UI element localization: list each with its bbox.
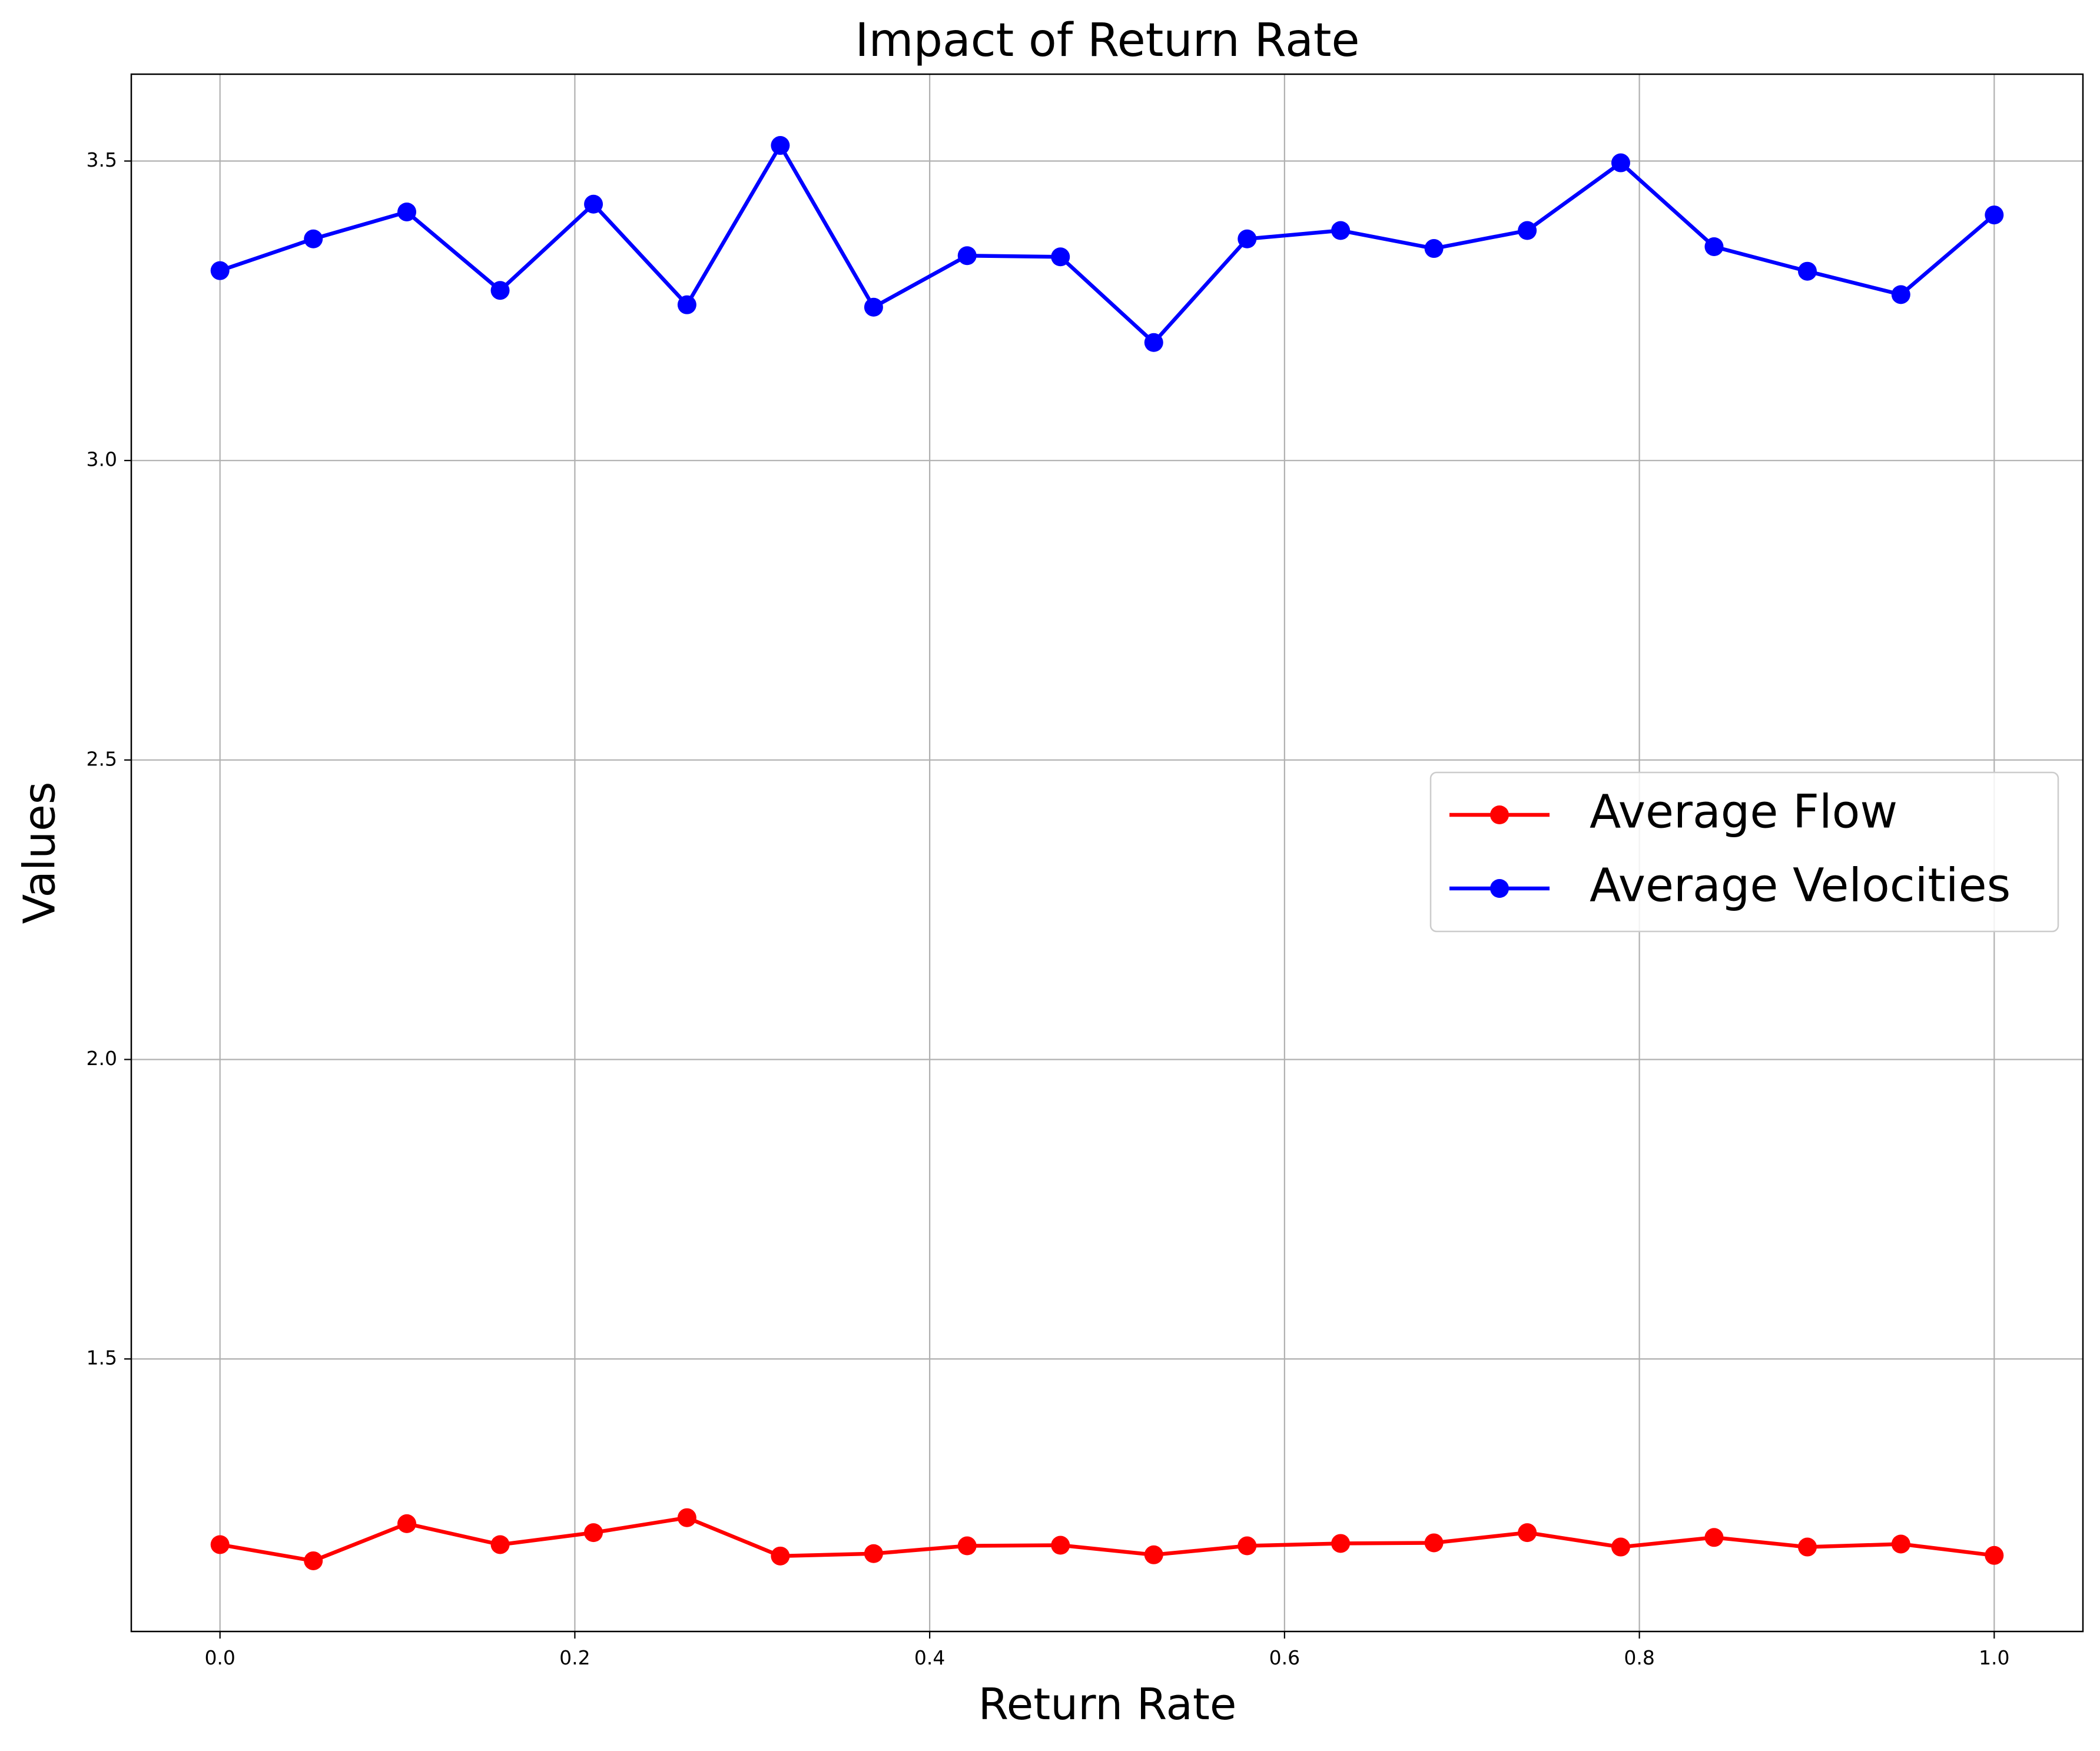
gridlines	[131, 74, 2083, 1631]
average-flow-point	[1144, 1545, 1163, 1564]
average-flow-point	[1891, 1534, 1910, 1554]
average-flow-point	[490, 1535, 510, 1554]
plot-frame	[130, 73, 2084, 1633]
average-flow-point	[1704, 1528, 1724, 1547]
average-flow-point	[1611, 1537, 1630, 1557]
average-velocities-point	[397, 202, 417, 221]
chart-title: Impact of Return Rate	[855, 14, 1359, 67]
legend-marker	[1490, 805, 1509, 824]
y-tick-label: 3.0	[87, 448, 117, 471]
average-velocities-point	[1797, 261, 1817, 281]
average-flow-point	[1518, 1523, 1537, 1543]
average-velocities-point	[1051, 247, 1070, 267]
average-flow-point	[957, 1536, 977, 1556]
average-velocities-point	[677, 295, 696, 314]
average-flow-point	[1797, 1537, 1817, 1557]
legend: Average Flow Average Velocities	[1429, 771, 2059, 933]
average-velocities-point	[490, 281, 510, 300]
average-flow-point	[677, 1508, 696, 1527]
average-flow-point	[210, 1535, 230, 1554]
average-flow-point	[1331, 1534, 1351, 1553]
legend-entry-average-flow: Average Flow	[1449, 785, 1897, 838]
y-tick-label: 3.5	[87, 148, 117, 171]
x-tick-label: 0.0	[204, 1646, 235, 1669]
average-velocities-point	[1704, 237, 1724, 256]
y-tick-label: 2.0	[87, 1047, 117, 1070]
x-axis-label: Return Rate	[978, 1679, 1237, 1730]
legend-marker	[1490, 879, 1509, 898]
average-flow-point	[304, 1551, 323, 1570]
legend-box	[1429, 771, 2059, 933]
average-velocities-point	[1518, 221, 1537, 240]
average-velocities-point	[210, 261, 230, 280]
average-velocities-point	[1238, 229, 1257, 248]
legend-entry-average-velocities: Average Velocities	[1449, 859, 2011, 912]
x-tick-label: 0.8	[1624, 1646, 1654, 1669]
x-tick-label: 0.4	[914, 1646, 945, 1669]
average-flow-point	[864, 1544, 883, 1563]
average-flow-line	[220, 1515, 1995, 1563]
x-tick-label: 1.0	[1979, 1646, 2009, 1669]
series-layer	[210, 136, 2004, 1570]
x-tick-label: 0.2	[559, 1646, 590, 1669]
y-axis-label: Values	[15, 782, 65, 924]
average-velocities-point	[957, 246, 977, 266]
series-average-velocities	[210, 136, 2004, 352]
average-flow-point	[1985, 1546, 2004, 1565]
average-velocities-point	[864, 297, 883, 317]
series-average-flow	[210, 1508, 2004, 1570]
average-velocities-point	[1331, 221, 1351, 240]
y-tick-label: 1.5	[87, 1347, 117, 1369]
legend-label: Average Velocities	[1590, 859, 2011, 912]
average-flow-point	[584, 1523, 603, 1543]
average-velocities-point	[1144, 333, 1163, 352]
average-velocities-point	[304, 229, 323, 248]
average-flow-point	[1238, 1536, 1257, 1556]
average-flow-point	[1051, 1536, 1070, 1555]
average-velocities-point	[1985, 205, 2004, 225]
ticks: 0.0 0.2 0.4 0.6 0.8 1.0 1.5 2.0 2.5 3.0 3.5	[87, 148, 2010, 1669]
average-velocities-point	[771, 136, 790, 155]
legend-label: Average Flow	[1590, 785, 1897, 838]
y-tick-label: 2.5	[87, 747, 117, 770]
average-flow-point	[397, 1514, 417, 1533]
average-velocities-point	[584, 194, 603, 214]
average-velocities-point	[1424, 239, 1444, 258]
average-flow-point	[771, 1546, 790, 1566]
average-velocities-point	[1611, 153, 1630, 173]
average-velocities-line	[219, 143, 1996, 345]
average-velocities-point	[1891, 285, 1910, 304]
average-flow-point	[1424, 1533, 1444, 1553]
x-tick-label: 0.6	[1269, 1646, 1300, 1669]
